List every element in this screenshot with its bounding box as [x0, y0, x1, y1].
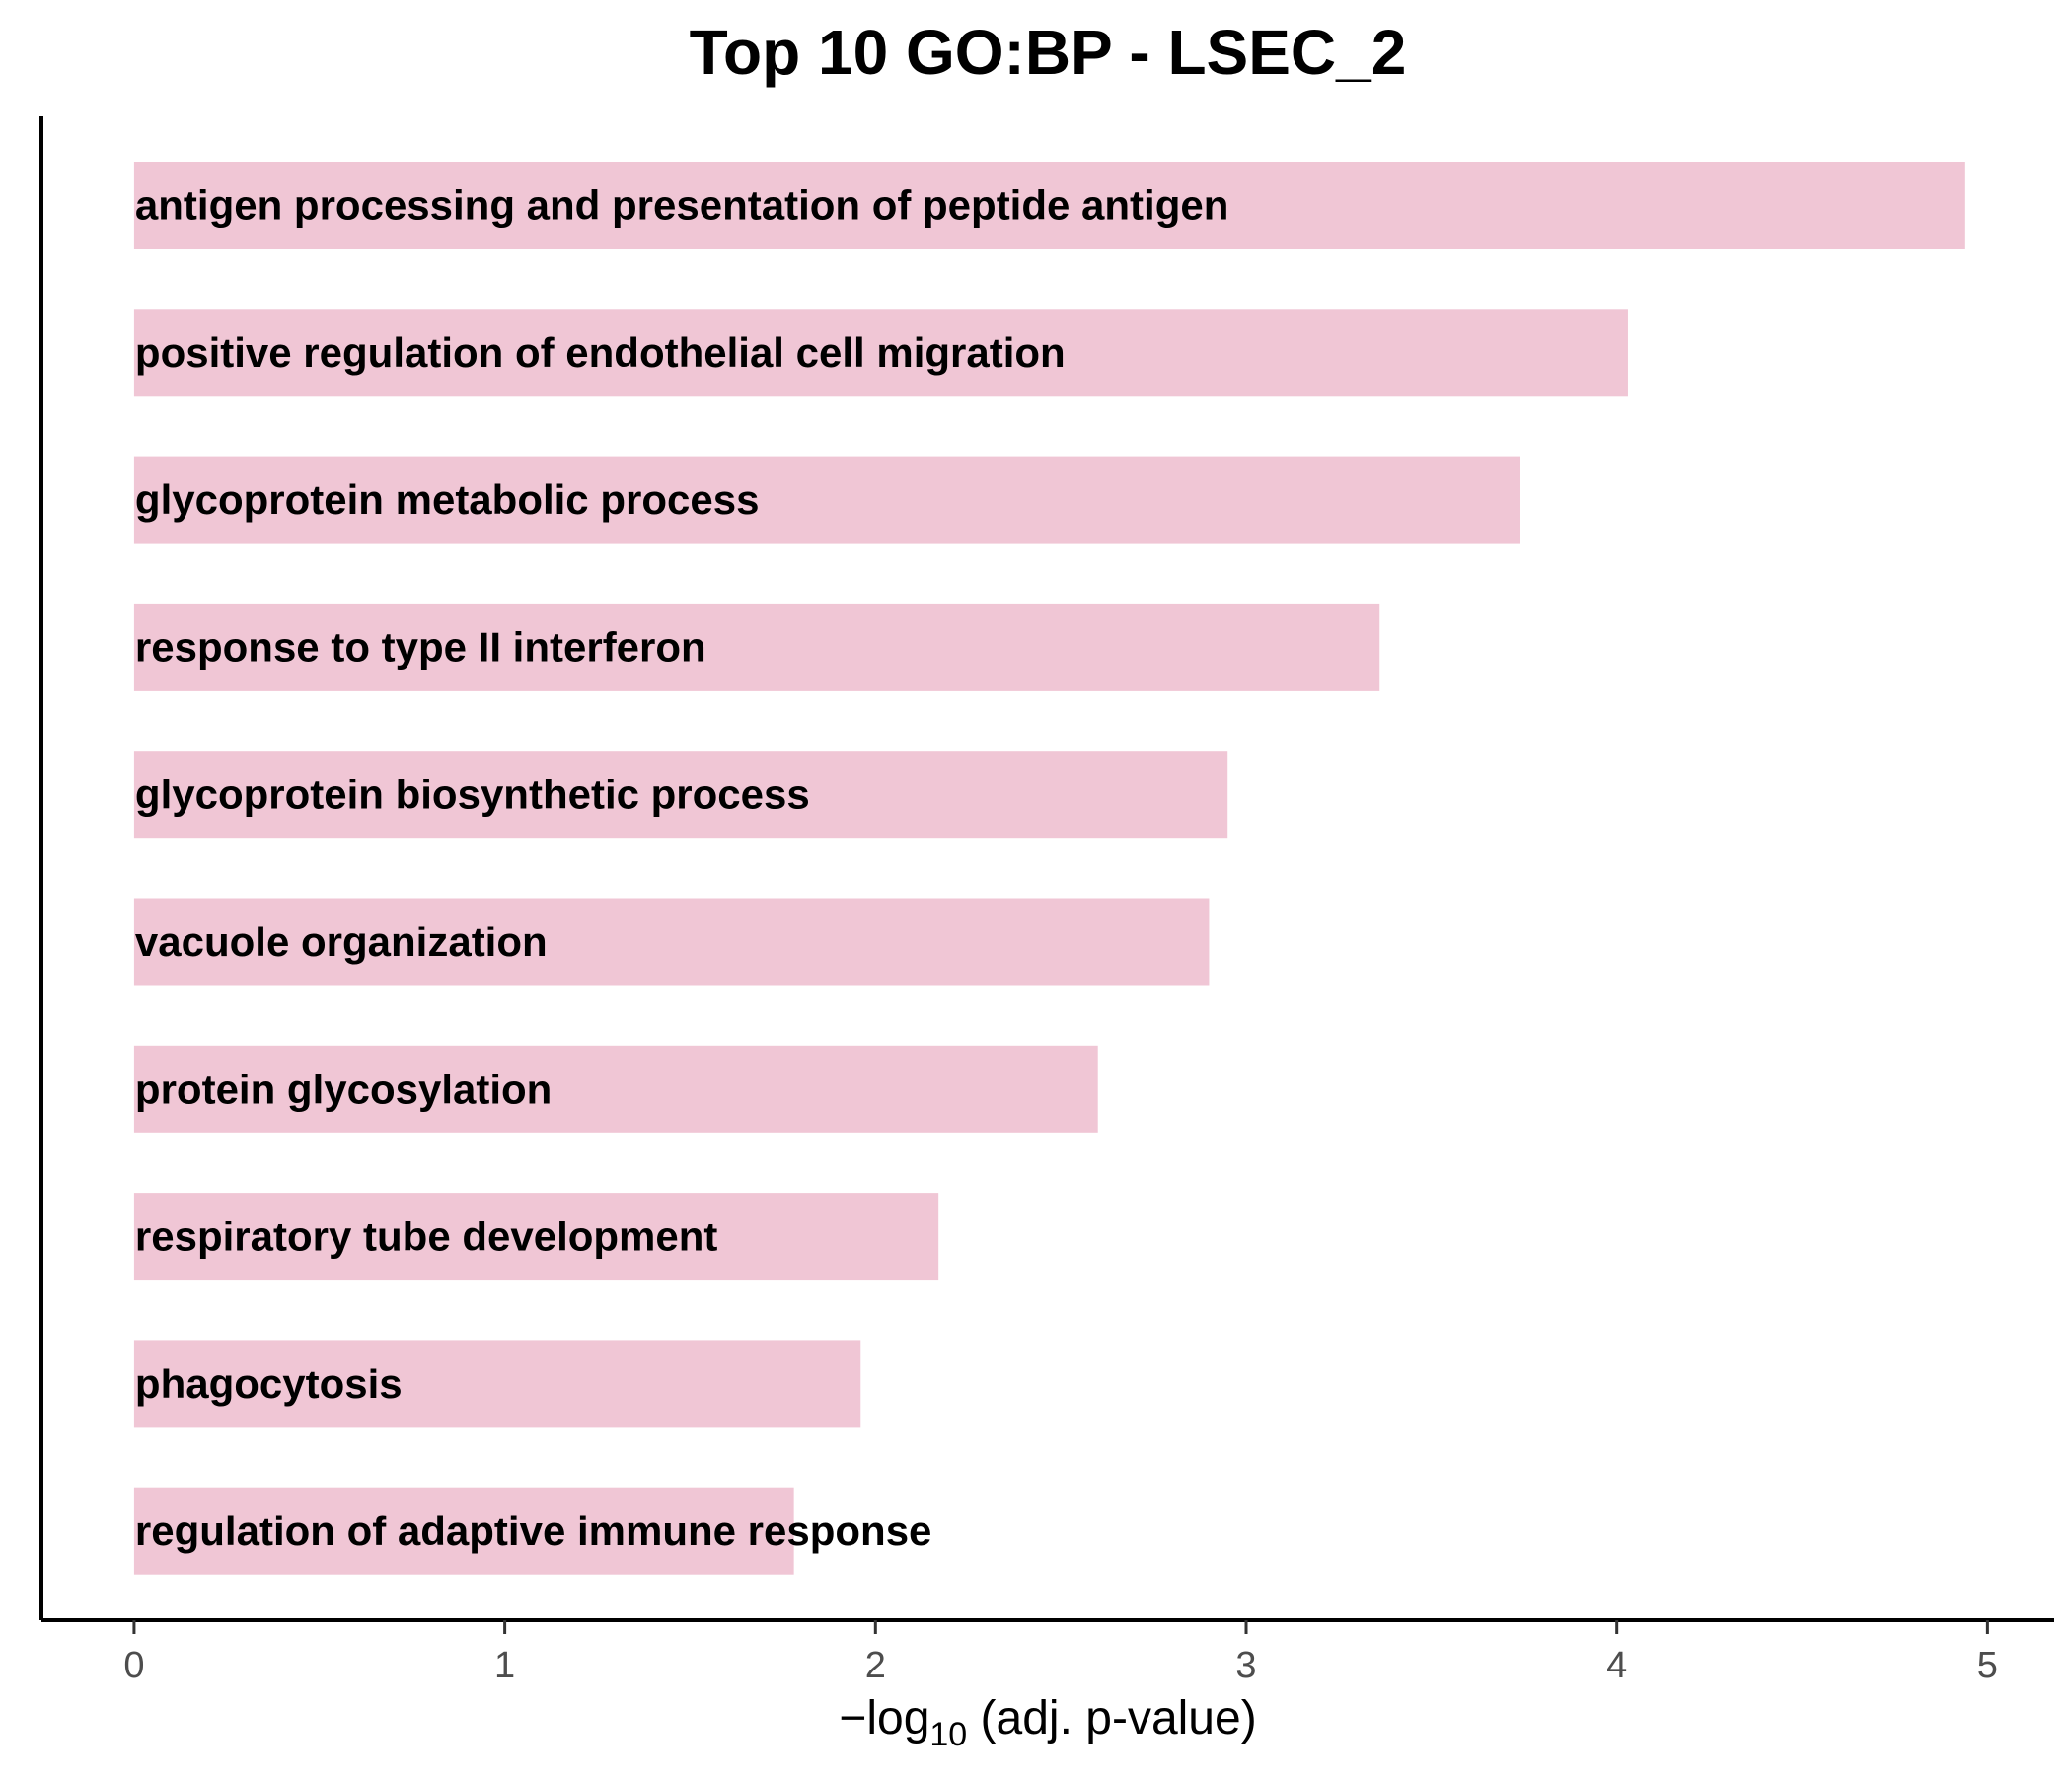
bar-label: positive regulation of endothelial cell … [135, 330, 1066, 376]
bar-label: vacuole organization [135, 919, 548, 965]
x-tick-label: 1 [494, 1645, 515, 1686]
bar-label: glycoprotein biosynthetic process [135, 772, 810, 818]
bar-label: protein glycosylation [135, 1066, 552, 1112]
bar-label: glycoprotein metabolic process [135, 477, 760, 523]
bar-label: response to type II interferon [135, 624, 706, 670]
x-tick-label: 4 [1606, 1645, 1627, 1686]
x-axis-title-suffix: (adj. p-value) [967, 1692, 1256, 1744]
bar [133, 456, 1521, 544]
bar-label: respiratory tube development [135, 1214, 717, 1260]
bar [133, 1487, 794, 1575]
bar [133, 162, 1965, 249]
bars-group [133, 162, 1965, 1575]
x-tick-label: 2 [865, 1645, 886, 1686]
bar-label: phagocytosis [135, 1361, 403, 1407]
x-tick-label: 3 [1235, 1645, 1256, 1686]
bar-labels-group: antigen processing and presentation of p… [135, 183, 1228, 1555]
bar-label: regulation of adaptive immune response [135, 1508, 932, 1554]
bar [133, 309, 1628, 397]
x-tick-label: 5 [1977, 1645, 1998, 1686]
x-axis-title-subscript: 10 [929, 1716, 967, 1753]
bar [133, 603, 1380, 691]
x-tick-label: 0 [123, 1645, 144, 1686]
bar [133, 898, 1210, 986]
bar [133, 751, 1228, 839]
bar-label: antigen processing and presentation of p… [135, 183, 1228, 229]
x-ticks-group: 0 1 2 3 4 5 [123, 1620, 1998, 1686]
chart-title: Top 10 GO:BP - LSEC_2 [690, 17, 1407, 88]
bar [133, 1045, 1098, 1133]
x-axis-title: −log10 (adj. p-value) [839, 1692, 1256, 1753]
bar [133, 1193, 939, 1281]
x-axis-title-prefix: −log [839, 1692, 929, 1744]
bar [133, 1340, 861, 1428]
